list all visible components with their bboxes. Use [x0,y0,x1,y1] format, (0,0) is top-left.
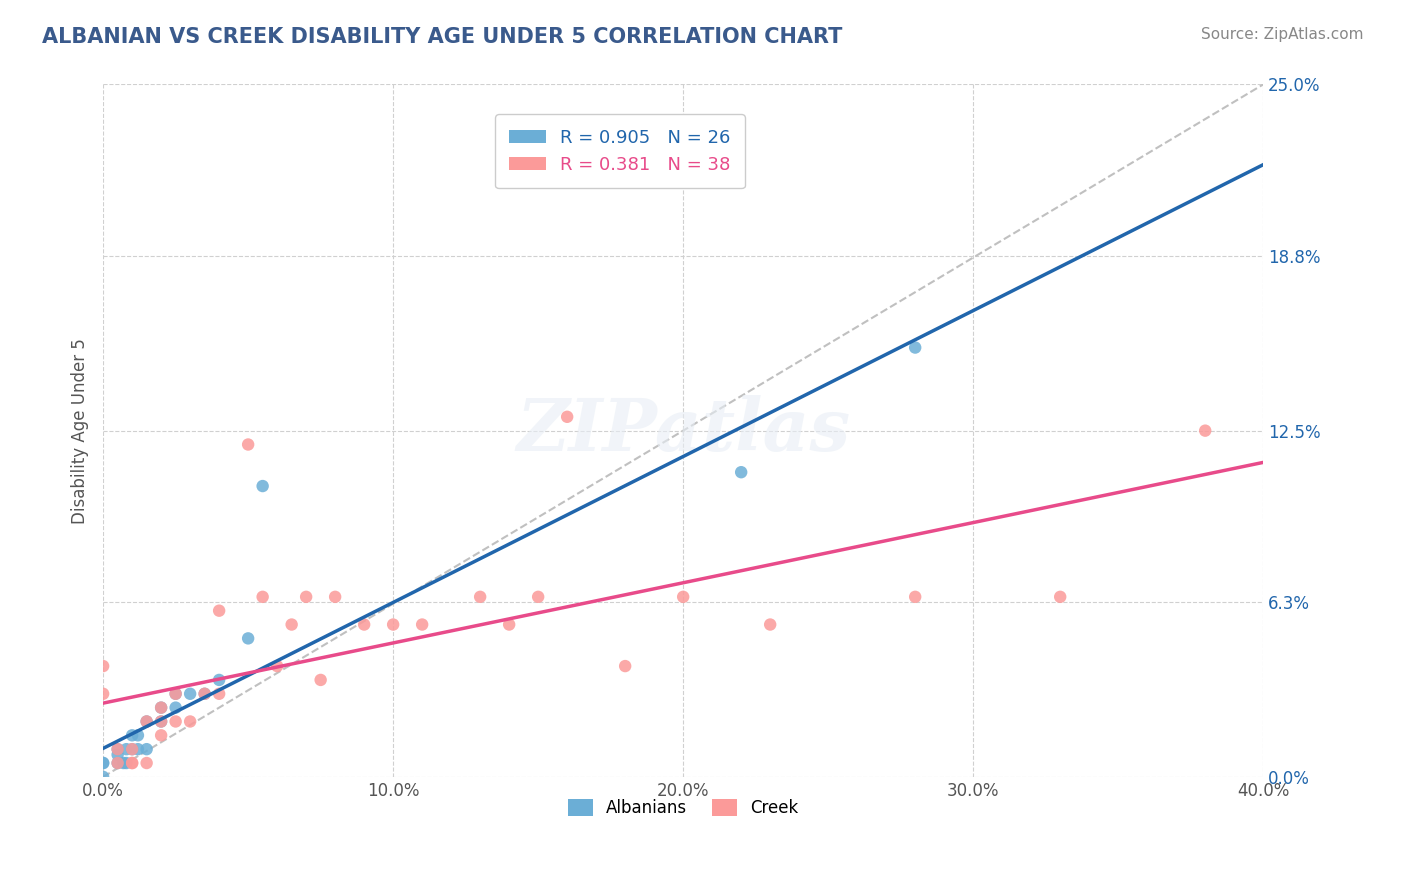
Point [208,604,231,618]
Point [179,687,201,701]
Point [150,714,173,729]
Point [165,687,187,701]
Point [135,714,157,729]
Legend: Albanians, Creek: Albanians, Creek [561,792,806,824]
Point [91,756,114,770]
Point [127,742,149,756]
Point [165,687,187,701]
Point [252,590,274,604]
Point [672,590,695,604]
Point [107,747,129,762]
Point [121,756,143,770]
Point [614,659,637,673]
Text: Source: ZipAtlas.com: Source: ZipAtlas.com [1201,27,1364,42]
Text: ZIPatlas: ZIPatlas [516,395,851,467]
Point [194,687,217,701]
Point [107,742,129,756]
Point [236,632,259,646]
Point [280,617,302,632]
Point [527,590,550,604]
Point [107,756,129,770]
Point [91,659,114,673]
Point [107,756,129,770]
Point [112,756,135,770]
Point [295,590,318,604]
Point [135,714,157,729]
Point [208,687,231,701]
Point [150,728,173,742]
Point [323,590,346,604]
Point [179,714,201,729]
Text: ALBANIAN VS CREEK DISABILITY AGE UNDER 5 CORRELATION CHART: ALBANIAN VS CREEK DISABILITY AGE UNDER 5… [42,27,842,46]
Point [266,659,288,673]
Point [135,756,157,770]
Point [555,409,578,424]
Point [91,756,114,770]
Point [121,728,143,742]
Point [107,742,129,756]
Point [135,742,157,756]
Point [165,714,187,729]
Point [759,617,782,632]
Point [309,673,332,687]
Y-axis label: Disability Age Under 5: Disability Age Under 5 [72,338,89,524]
Point [904,590,927,604]
Point [91,687,114,701]
Point [121,742,143,756]
Point [382,617,405,632]
Point [1194,424,1216,438]
Point [194,687,217,701]
Point [730,465,752,479]
Point [150,714,173,729]
Point [127,728,149,742]
Point [165,700,187,714]
Point [121,742,143,756]
Point [470,590,492,604]
Point [353,617,375,632]
Point [150,700,173,714]
Point [1049,590,1071,604]
Point [252,479,274,493]
Point [498,617,520,632]
Point [115,756,138,770]
Point [236,437,259,451]
Point [91,770,114,784]
Point [115,742,138,756]
Point [121,756,143,770]
Point [208,673,231,687]
Point [150,700,173,714]
Point [411,617,433,632]
Point [904,341,927,355]
